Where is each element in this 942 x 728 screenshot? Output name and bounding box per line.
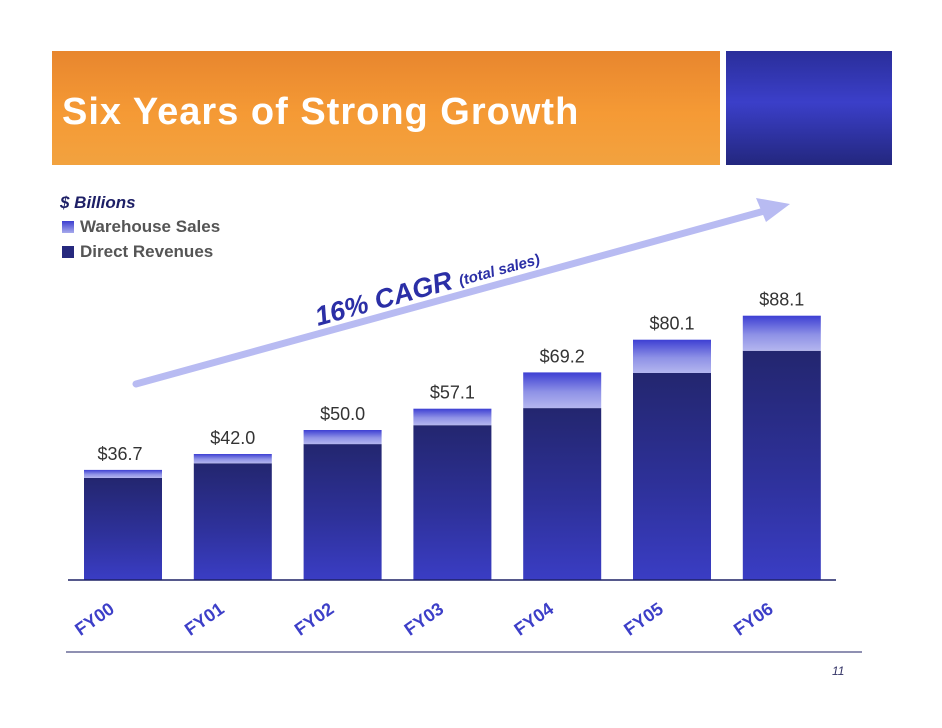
- bar-warehouse-fy00: [84, 469, 162, 478]
- x-tick-label-fy04: FY04: [510, 599, 557, 640]
- legend-label-direct: Direct Revenues: [80, 241, 214, 261]
- bar-warehouse-fy01: [193, 454, 272, 464]
- bar-direct-fy00: [84, 478, 162, 580]
- bar-direct-fy02: [303, 444, 382, 580]
- legend: Warehouse Sales Direct Revenues: [62, 214, 220, 264]
- value-label-fy00: $36.7: [97, 444, 142, 464]
- bar-warehouse-fy05: [633, 339, 711, 373]
- bar-direct-fy06: [742, 350, 821, 580]
- x-labels-group: FY00 FY01 FY02 FY03 FY04 FY05 FY06: [71, 599, 777, 640]
- bar-warehouse-fy02: [303, 430, 382, 445]
- page-number: 11: [832, 664, 845, 678]
- value-label-fy05: $80.1: [649, 314, 694, 334]
- cagr-arrow-shaft: [132, 206, 772, 388]
- bar-direct-fy03: [413, 425, 492, 580]
- bar-direct-fy05: [633, 373, 711, 580]
- bar-direct-fy01: [193, 463, 272, 580]
- header-blue-block: [726, 51, 892, 165]
- value-label-fy04: $69.2: [540, 346, 585, 366]
- bar-warehouse-fy06: [742, 315, 821, 351]
- value-label-fy02: $50.0: [320, 404, 365, 424]
- title-bar: Six Years of Strong Growth: [52, 51, 720, 165]
- x-tick-label-fy02: FY02: [291, 599, 338, 640]
- unit-label: $ Billions: [60, 193, 136, 212]
- x-tick-label-fy00: FY00: [71, 599, 118, 640]
- value-label-fy01: $42.0: [210, 428, 255, 448]
- x-tick-label-fy01: FY01: [181, 599, 228, 640]
- cagr-arrow: [132, 198, 790, 388]
- value-labels-group: $36.7 $42.0 $50.0 $57.1 $69.2 $80.1 $88.1: [97, 290, 804, 464]
- x-tick-label-fy03: FY03: [401, 599, 448, 640]
- legend-swatch-direct: [62, 245, 74, 258]
- bars-group: [84, 315, 821, 580]
- value-label-fy06: $88.1: [759, 290, 804, 310]
- cagr-annotation: 16% CAGR (total sales): [312, 251, 542, 332]
- bar-warehouse-fy04: [523, 372, 602, 409]
- legend-item-warehouse: Warehouse Sales: [62, 214, 220, 239]
- bar-direct-fy04: [523, 408, 602, 580]
- legend-label-warehouse: Warehouse Sales: [80, 216, 221, 236]
- x-tick-label-fy05: FY05: [620, 599, 667, 640]
- bar-warehouse-fy03: [413, 408, 492, 426]
- value-label-fy03: $57.1: [430, 383, 475, 403]
- page-title: Six Years of Strong Growth: [62, 91, 580, 133]
- cagr-text: 16% CAGR: [312, 265, 456, 332]
- legend-item-direct: Direct Revenues: [62, 239, 220, 264]
- legend-swatch-warehouse: [62, 220, 74, 233]
- cagr-arrow-head: [756, 198, 790, 222]
- x-tick-label-fy06: FY06: [730, 599, 777, 640]
